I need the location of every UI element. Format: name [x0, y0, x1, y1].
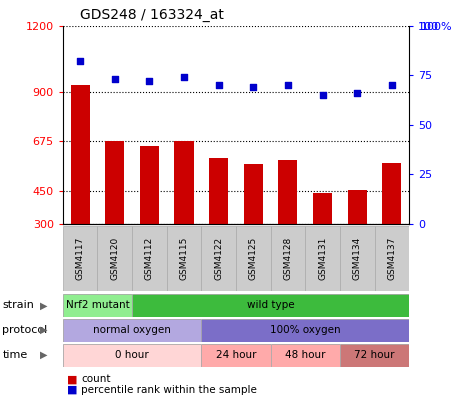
Point	[180, 74, 188, 80]
Bar	[140, 146, 159, 224]
Text: GSM4125: GSM4125	[249, 237, 258, 280]
Bar	[279, 160, 298, 224]
Text: time: time	[2, 350, 27, 360]
Text: 48 hour: 48 hour	[285, 350, 326, 360]
Bar	[174, 141, 193, 224]
Bar	[201, 226, 236, 291]
Bar	[244, 164, 263, 224]
Bar	[166, 226, 201, 291]
Point	[76, 58, 84, 65]
Bar	[98, 226, 132, 291]
Point	[250, 84, 257, 90]
Bar	[236, 226, 271, 291]
Point	[111, 76, 119, 82]
Bar	[71, 85, 90, 224]
Bar	[340, 226, 375, 291]
Text: 0 hour: 0 hour	[115, 350, 149, 360]
Text: GSM4117: GSM4117	[76, 237, 85, 280]
Text: GSM4112: GSM4112	[145, 237, 154, 280]
Text: GSM4134: GSM4134	[353, 237, 362, 280]
Bar	[382, 163, 401, 224]
Text: ■: ■	[67, 374, 78, 385]
Point	[353, 90, 361, 96]
Text: ▶: ▶	[40, 350, 48, 360]
Bar	[271, 226, 305, 291]
Point	[284, 82, 292, 88]
Text: GSM4128: GSM4128	[284, 237, 292, 280]
Text: GSM4120: GSM4120	[110, 237, 119, 280]
Point	[215, 82, 222, 88]
Point	[319, 92, 326, 98]
Text: Nrf2 mutant: Nrf2 mutant	[66, 300, 129, 310]
Text: GSM4122: GSM4122	[214, 237, 223, 280]
Text: count: count	[81, 374, 111, 385]
Y-axis label: 100%: 100%	[421, 22, 453, 32]
Bar	[348, 190, 367, 224]
Text: wild type: wild type	[247, 300, 294, 310]
Text: GSM4115: GSM4115	[179, 237, 188, 280]
Point	[388, 82, 396, 88]
Bar	[105, 141, 124, 224]
Text: protocol: protocol	[2, 325, 47, 335]
Bar	[132, 226, 167, 291]
Text: GSM4131: GSM4131	[318, 237, 327, 280]
Text: GSM4137: GSM4137	[387, 237, 396, 280]
Text: 24 hour: 24 hour	[216, 350, 256, 360]
Point	[146, 78, 153, 84]
Bar	[63, 226, 98, 291]
Bar	[313, 193, 332, 224]
Text: percentile rank within the sample: percentile rank within the sample	[81, 385, 257, 395]
Text: GDS248 / 163324_at: GDS248 / 163324_at	[80, 8, 224, 22]
Text: 72 hour: 72 hour	[354, 350, 395, 360]
Bar	[209, 158, 228, 224]
Text: normal oxygen: normal oxygen	[93, 325, 171, 335]
Bar	[305, 226, 340, 291]
Text: ■: ■	[67, 385, 78, 395]
Text: strain: strain	[2, 300, 34, 310]
Text: ▶: ▶	[40, 300, 48, 310]
Text: ▶: ▶	[40, 325, 48, 335]
Text: 100% oxygen: 100% oxygen	[270, 325, 340, 335]
Bar	[375, 226, 409, 291]
